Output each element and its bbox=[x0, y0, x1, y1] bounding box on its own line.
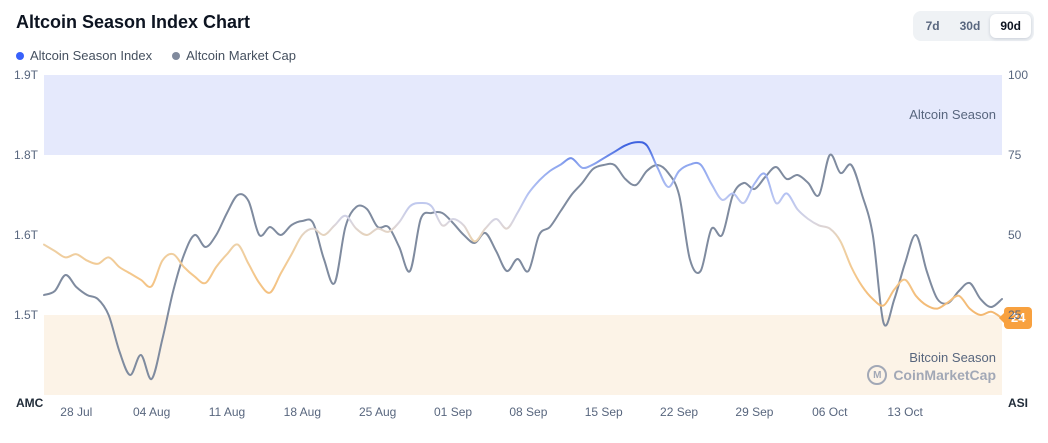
x-axis-tick: 04 Aug bbox=[132, 405, 171, 419]
altcoin-market-cap-line bbox=[43, 153, 1003, 381]
legend-item-altcoin-season-index[interactable]: Altcoin Season Index bbox=[16, 48, 152, 63]
range-button-90d[interactable]: 90d bbox=[990, 14, 1031, 38]
watermark: M CoinMarketCap bbox=[867, 365, 996, 385]
right-axis-tick: 50 bbox=[1008, 228, 1022, 242]
legend-item-altcoin-market-cap[interactable]: Altcoin Market Cap bbox=[172, 48, 296, 63]
asi-axis-title: ASI bbox=[1008, 396, 1029, 410]
range-button-30d[interactable]: 30d bbox=[950, 14, 991, 38]
right-axis-tick: 25 bbox=[1008, 308, 1022, 322]
x-axis-tick: 08 Sep bbox=[509, 405, 548, 419]
coinmarketcap-logo-icon: M bbox=[867, 365, 888, 385]
legend: Altcoin Season Index Altcoin Market Cap bbox=[16, 48, 296, 63]
x-axis-tick: 11 Aug bbox=[208, 405, 246, 419]
x-axis-tick: 15 Sep bbox=[584, 405, 623, 419]
range-button-7d[interactable]: 7d bbox=[916, 14, 950, 38]
legend-dot-blue-icon bbox=[16, 51, 24, 60]
left-axis-tick: 1.5T bbox=[13, 308, 38, 322]
altcoin-season-index-line bbox=[43, 141, 1003, 320]
watermark-text: CoinMarketCap bbox=[893, 367, 996, 383]
x-axis-tick: 13 Oct bbox=[887, 405, 923, 419]
x-axis-tick: 01 Sep bbox=[434, 405, 473, 419]
x-axis-tick: 22 Sep bbox=[660, 405, 699, 419]
current-value-badge: 24 bbox=[1004, 307, 1033, 330]
left-axis-tick: 1.8T bbox=[13, 148, 38, 162]
time-range-selector: 7d 30d 90d bbox=[912, 11, 1034, 41]
legend-dot-gray-icon bbox=[172, 51, 181, 60]
altcoin-season-band bbox=[44, 75, 1002, 155]
band-label-bitcoin-season: Bitcoin Season bbox=[909, 350, 996, 365]
x-axis-tick: 29 Sep bbox=[735, 405, 774, 419]
x-axis-tick: 28 Jul bbox=[60, 405, 93, 419]
right-axis-tick: 75 bbox=[1008, 148, 1022, 162]
bitcoin-season-band bbox=[44, 315, 1002, 395]
page-title: Altcoin Season Index Chart bbox=[16, 12, 251, 32]
legend-label-altcoin-market-cap: Altcoin Market Cap bbox=[186, 48, 296, 63]
right-axis-tick: 100 bbox=[1008, 68, 1029, 82]
x-axis-tick: 25 Aug bbox=[358, 405, 397, 419]
legend-label-altcoin-season-index: Altcoin Season Index bbox=[30, 48, 153, 63]
left-axis-tick: 1.9T bbox=[13, 68, 38, 82]
x-axis-tick: 06 Oct bbox=[812, 405, 848, 419]
band-label-altcoin-season: Altcoin Season bbox=[909, 107, 996, 122]
x-axis-tick: 18 Aug bbox=[283, 405, 322, 419]
left-axis-tick: 1.6T bbox=[13, 228, 38, 242]
amc-axis-title: AMC bbox=[16, 396, 44, 410]
